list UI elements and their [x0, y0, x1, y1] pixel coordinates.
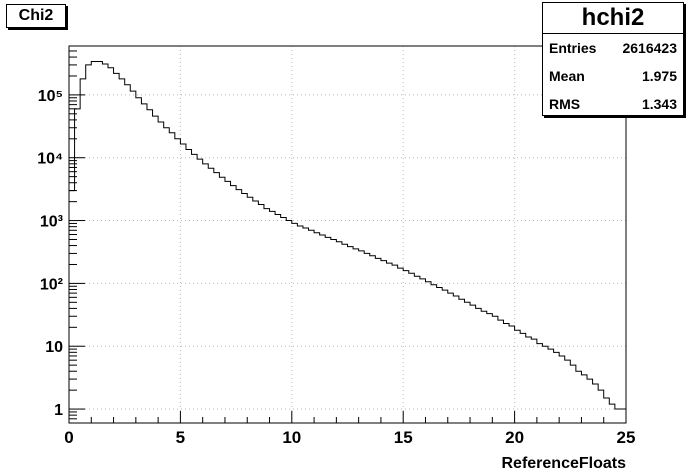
x-tick-label: 5 [176, 428, 185, 447]
stats-label: RMS [549, 96, 581, 112]
y-tick-label: 10⁴ [37, 151, 63, 168]
stats-value: 1.975 [641, 68, 677, 84]
y-tick-label: 10³ [40, 214, 63, 231]
stats-label: Entries [549, 40, 597, 56]
x-axis-label: ReferenceFloats [502, 455, 627, 472]
grid-lines [69, 46, 626, 423]
x-tick-label: 0 [64, 428, 73, 447]
x-tick-label: 10 [282, 428, 301, 447]
x-axis: 0 5 10 15 20 25 [64, 411, 635, 447]
stats-value: 2616423 [622, 40, 677, 56]
x-tick-label: 20 [505, 428, 524, 447]
stats-row-mean: Mean 1.975 [543, 62, 683, 90]
stats-row-rms: RMS 1.343 [543, 90, 683, 118]
stats-row-entries: Entries 2616423 [543, 34, 683, 62]
canvas-title: Chi2 [6, 4, 66, 28]
x-tick-label: 15 [394, 428, 413, 447]
x-tick-label: 25 [617, 428, 636, 447]
stats-label: Mean [549, 68, 585, 84]
y-tick-label: 10² [40, 276, 63, 293]
stats-box: hchi2 Entries 2616423 Mean 1.975 RMS 1.3… [542, 2, 684, 116]
histogram-line [68, 60, 627, 423]
y-tick-label: 10⁵ [38, 88, 63, 105]
y-tick-label: 1 [54, 402, 63, 419]
stats-histogram-name: hchi2 [543, 3, 683, 34]
stats-value: 1.343 [641, 96, 677, 112]
y-axis: 1 10 10² 10³ 10⁴ 10⁵ [37, 45, 85, 424]
y-tick-label: 10 [45, 339, 63, 356]
